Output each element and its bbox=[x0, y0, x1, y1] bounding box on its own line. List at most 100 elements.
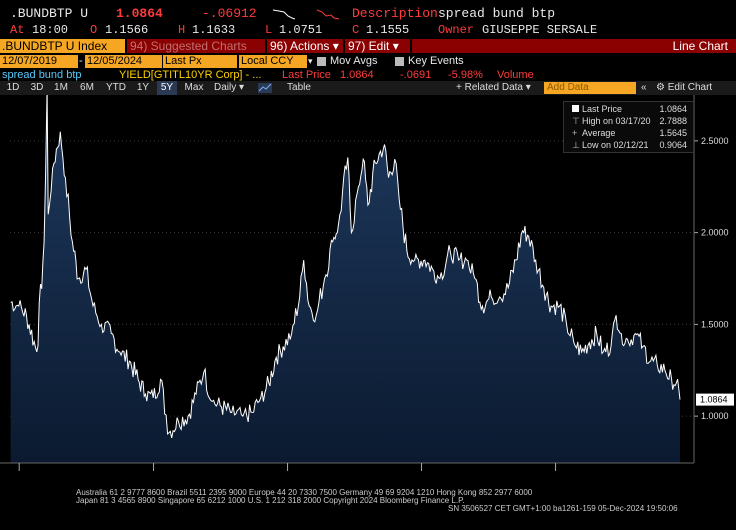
data-point bbox=[332, 241, 334, 243]
chart-type-title: Line Chart bbox=[672, 39, 728, 53]
actions-label: 96) Actions bbox=[270, 39, 330, 53]
data-point bbox=[394, 158, 396, 160]
related-data-button[interactable]: + Related Data ▾ bbox=[456, 81, 531, 95]
y-tick-label: 2.5000 bbox=[701, 136, 729, 146]
description-value: spread bund btp bbox=[438, 6, 556, 21]
high-label: H bbox=[178, 23, 186, 37]
owner-value: GIUSEPPE SERSALE bbox=[482, 23, 598, 37]
ticker-symbol: .BUNDBTP U bbox=[10, 6, 89, 21]
quote-time: 18:00 bbox=[32, 23, 69, 37]
edit-menu[interactable]: 97) Edit ▾ bbox=[345, 39, 410, 53]
timeframe-bar: 1D 3D 1M 6M YTD 1Y 5Y Max Daily ▾ Table … bbox=[0, 81, 736, 95]
options-bar: 12/07/2019 - 12/05/2024 Last Px Local CC… bbox=[0, 55, 736, 69]
data-point bbox=[36, 351, 38, 353]
edit-chart-button[interactable]: ⚙ Edit Chart bbox=[656, 81, 712, 95]
period-value: Daily bbox=[213, 82, 237, 93]
price-line bbox=[10, 95, 681, 439]
stats-last-value: 1.0864 bbox=[659, 104, 687, 114]
period-select[interactable]: Daily ▾ bbox=[212, 81, 246, 95]
data-point bbox=[558, 305, 560, 307]
mov-avgs-checkbox[interactable] bbox=[317, 57, 326, 66]
sparkline-up-icon bbox=[272, 9, 296, 20]
data-point bbox=[350, 231, 352, 233]
data-point bbox=[602, 351, 604, 353]
actions-menu[interactable]: 96) Actions ▾ bbox=[267, 39, 343, 53]
data-point bbox=[595, 332, 597, 334]
data-point bbox=[211, 400, 213, 402]
last-price-value: 1.0864 bbox=[116, 6, 163, 21]
data-point bbox=[528, 235, 530, 237]
stats-last-label: Last Price bbox=[582, 104, 623, 114]
data-point bbox=[439, 277, 441, 279]
data-point bbox=[268, 382, 270, 384]
data-point bbox=[260, 397, 262, 399]
data-point bbox=[481, 305, 483, 307]
data-point bbox=[573, 342, 575, 344]
stats-high-row: ⊤ High on 03/17/20 2.7888 bbox=[572, 116, 689, 127]
chevron-down-icon[interactable]: ▾ bbox=[308, 56, 313, 66]
chevron-down-icon: ▾ bbox=[525, 82, 531, 93]
data-point bbox=[449, 250, 451, 252]
table-button[interactable]: Table bbox=[287, 82, 311, 93]
close-value: 1.1555 bbox=[366, 23, 410, 37]
data-point bbox=[282, 345, 284, 347]
y-tick-label: 2.0000 bbox=[701, 228, 729, 238]
add-data-input[interactable]: Add Data bbox=[544, 82, 636, 94]
data-point bbox=[92, 305, 94, 307]
data-point bbox=[71, 241, 73, 243]
end-date-field[interactable]: 12/05/2024 bbox=[85, 55, 162, 68]
data-point bbox=[550, 305, 552, 307]
stats-avg-row: + Average 1.5645 bbox=[572, 128, 689, 139]
data-point bbox=[119, 351, 121, 353]
data-point bbox=[383, 143, 385, 145]
data-point bbox=[152, 397, 154, 399]
timeframe-6m[interactable]: 6M bbox=[80, 82, 94, 93]
low-marker-icon: ⊥ bbox=[572, 140, 580, 150]
security-field[interactable]: .BUNDBTP U Index bbox=[0, 39, 125, 53]
collapse-icon[interactable]: « bbox=[641, 82, 647, 93]
data-point bbox=[670, 378, 672, 380]
data-point bbox=[203, 371, 205, 373]
data-point bbox=[387, 176, 389, 178]
footer-contacts-line1: Australia 61 2 9777 8600 Brazil 5511 239… bbox=[76, 488, 533, 497]
data-point bbox=[298, 296, 300, 298]
footer-contacts-line2: Japan 81 3 4565 8900 Singapore 65 6212 1… bbox=[76, 496, 465, 505]
plus-icon: + bbox=[456, 82, 462, 93]
stats-avg-label: Average bbox=[582, 128, 616, 138]
data-point bbox=[642, 345, 644, 347]
quote-header: .BUNDBTP U 1.0864 -.06912 Description sp… bbox=[0, 6, 736, 24]
legend-change: -.0691 bbox=[400, 69, 432, 81]
price-field-select[interactable]: Last Px bbox=[163, 55, 237, 68]
timeframe-max[interactable]: Max bbox=[184, 82, 204, 93]
timeframe-ytd[interactable]: YTD bbox=[106, 82, 126, 93]
data-point bbox=[543, 286, 545, 288]
start-date-field[interactable]: 12/07/2019 bbox=[0, 55, 78, 68]
data-point bbox=[168, 431, 170, 433]
owner-label: Owner bbox=[438, 23, 475, 37]
data-point bbox=[413, 259, 415, 261]
line-chart-icon[interactable] bbox=[256, 81, 274, 95]
data-point bbox=[18, 305, 20, 307]
timeframe-1m[interactable]: 1M bbox=[54, 82, 68, 93]
data-point bbox=[275, 356, 277, 358]
data-point bbox=[290, 332, 292, 334]
data-point bbox=[398, 198, 400, 200]
data-point bbox=[675, 382, 677, 384]
suggested-charts-button[interactable]: 94) Suggested Charts bbox=[127, 39, 265, 53]
data-point bbox=[51, 167, 53, 169]
data-point bbox=[187, 415, 189, 417]
currency-select[interactable]: Local CCY bbox=[239, 55, 307, 68]
timeframe-5y[interactable]: 5Y bbox=[157, 81, 177, 95]
high-marker-icon: ⊤ bbox=[572, 116, 580, 126]
data-point bbox=[64, 176, 66, 178]
data-point bbox=[220, 406, 222, 408]
key-events-checkbox[interactable] bbox=[395, 57, 404, 66]
data-point bbox=[195, 393, 197, 395]
area-fill bbox=[10, 95, 680, 463]
timeframe-3d[interactable]: 3D bbox=[30, 82, 44, 93]
close-label: C bbox=[352, 23, 360, 37]
chart-title-bar: Line Chart bbox=[412, 39, 736, 53]
timeframe-1y[interactable]: 1Y bbox=[136, 82, 150, 93]
timeframe-1d[interactable]: 1D bbox=[6, 82, 20, 93]
